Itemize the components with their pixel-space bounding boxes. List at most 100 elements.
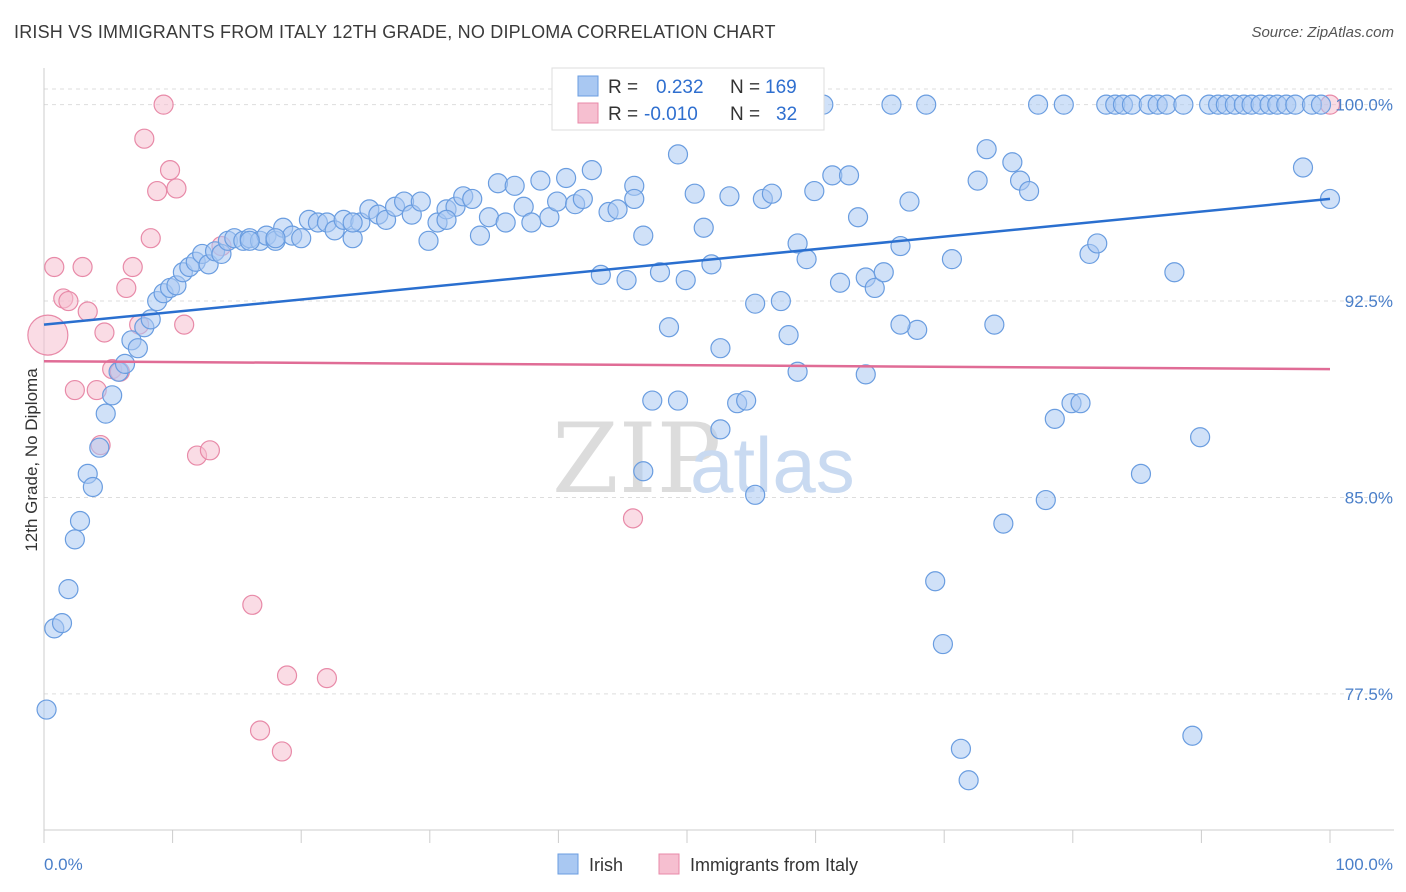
irish-point-100 bbox=[829, 272, 851, 293]
irish-point-71 bbox=[581, 160, 602, 181]
irish-point-51 bbox=[410, 191, 431, 212]
irish-point-90 bbox=[745, 293, 766, 314]
trend-layer bbox=[43, 197, 1331, 371]
irish-point-114 bbox=[950, 738, 972, 759]
legend-r-value-italy: -0.010 bbox=[644, 104, 698, 125]
x-tick-label-1: 100.0% bbox=[1335, 855, 1393, 874]
italy-point-25 bbox=[242, 594, 263, 615]
legend-r-label-italy: R = bbox=[608, 104, 638, 125]
italy-point-29 bbox=[316, 668, 338, 689]
irish-point-64 bbox=[521, 212, 542, 233]
italy-point-5 bbox=[72, 256, 93, 278]
irish-point-139 bbox=[1164, 262, 1185, 283]
irish-point-96 bbox=[796, 249, 817, 270]
irish-point-124 bbox=[1035, 489, 1056, 511]
irish-point-162 bbox=[436, 209, 457, 230]
legend-n-label-italy: N = bbox=[730, 104, 760, 125]
italy-point-12 bbox=[116, 277, 137, 299]
italy-point-3 bbox=[58, 290, 79, 312]
irish-point-126 bbox=[1053, 94, 1074, 115]
irish-point-67 bbox=[547, 191, 568, 212]
irish-point-111 bbox=[925, 571, 946, 592]
chart-source: Source: ZipAtlas.com bbox=[1251, 24, 1394, 41]
irish-point-106 bbox=[881, 94, 902, 115]
irish-point-119 bbox=[993, 513, 1014, 534]
irish-point-75 bbox=[616, 270, 637, 291]
irish-point-59 bbox=[478, 207, 500, 228]
legend-n-value-irish: 169 bbox=[765, 77, 797, 98]
irish-point-79 bbox=[649, 262, 671, 283]
irish-point-116 bbox=[967, 170, 988, 191]
irish-point-57 bbox=[462, 188, 483, 210]
italy-point-21 bbox=[174, 314, 195, 335]
italy-point-23 bbox=[199, 440, 220, 461]
irish-point-140 bbox=[1173, 94, 1194, 115]
irish-point-87 bbox=[719, 186, 740, 207]
legend-swatch-italy bbox=[577, 102, 599, 124]
irish-point-78 bbox=[642, 390, 663, 411]
legend-r-value-irish: 0.232 bbox=[656, 77, 704, 98]
irish-point-163 bbox=[710, 419, 731, 440]
italy-point-4 bbox=[64, 379, 85, 401]
irish-point-169 bbox=[667, 390, 689, 411]
bottom-legend: Irish Immigrants from Italy bbox=[557, 853, 858, 875]
irish-point-0 bbox=[36, 699, 57, 720]
trendline-italy bbox=[43, 360, 1331, 371]
irish-point-10 bbox=[102, 385, 123, 406]
irish-point-89 bbox=[736, 390, 757, 411]
italy-point-19 bbox=[159, 160, 181, 181]
irish-point-168 bbox=[633, 461, 654, 482]
irish-point-97 bbox=[804, 180, 825, 202]
irish-point-62 bbox=[504, 175, 525, 196]
irish-point-130 bbox=[1087, 233, 1108, 254]
y-tick-label-0: 100.0% bbox=[1335, 96, 1393, 115]
y-tick-label-1: 92.5% bbox=[1345, 292, 1393, 311]
italy-point-17 bbox=[147, 180, 168, 202]
irish-point-123 bbox=[1027, 94, 1049, 115]
irish-point-101 bbox=[838, 165, 860, 186]
irish-point-104 bbox=[864, 277, 885, 299]
irish-point-159 bbox=[265, 228, 286, 249]
legend-n-label-irish: N = bbox=[730, 77, 760, 98]
irish-point-113 bbox=[941, 249, 963, 270]
irish-point-95 bbox=[787, 233, 808, 254]
irish-point-142 bbox=[1190, 427, 1211, 448]
irish-point-65 bbox=[530, 170, 551, 191]
irish-point-125 bbox=[1044, 408, 1065, 429]
irish-point-141 bbox=[1182, 725, 1203, 746]
italy-point-0 bbox=[27, 314, 69, 356]
irish-point-84 bbox=[693, 217, 714, 238]
legend-swatch-irish bbox=[577, 75, 599, 97]
bottom-legend-label-irish: Irish bbox=[589, 855, 623, 875]
irish-point-161 bbox=[239, 230, 260, 251]
italy-point-9 bbox=[94, 322, 115, 343]
irish-point-7 bbox=[82, 476, 103, 498]
irish-point-60 bbox=[487, 173, 509, 194]
irish-point-166 bbox=[890, 314, 911, 335]
x-tick-label-0: 0.0% bbox=[44, 855, 83, 874]
bottom-legend-swatch-italy bbox=[658, 853, 680, 875]
legend-r-label-irish: R = bbox=[608, 77, 638, 98]
irish-point-117 bbox=[976, 139, 997, 160]
irish-point-2 bbox=[51, 613, 73, 634]
irish-point-93 bbox=[770, 290, 791, 312]
irish-point-118 bbox=[984, 314, 1005, 335]
italy-point-28 bbox=[276, 665, 298, 686]
y-tick-label-2: 85.0% bbox=[1345, 488, 1393, 507]
irish-point-9 bbox=[95, 403, 116, 424]
italy-point-26 bbox=[249, 720, 271, 741]
y-axis-label: 12th Grade, No Diploma bbox=[22, 368, 41, 552]
irish-point-94 bbox=[778, 324, 799, 346]
irish-point-112 bbox=[932, 633, 954, 655]
irish-point-109 bbox=[907, 319, 928, 340]
watermark: ZIP atlas bbox=[552, 403, 855, 515]
irish-point-167 bbox=[745, 484, 766, 505]
stats-legend: R = 0.232 N = 169 R = -0.010 N = 32 bbox=[551, 67, 825, 131]
irish-point-102 bbox=[847, 207, 869, 228]
irish-point-92 bbox=[761, 183, 782, 204]
irish-point-105 bbox=[873, 262, 894, 283]
irish-point-58 bbox=[469, 225, 491, 246]
irish-point-77 bbox=[633, 225, 654, 246]
irish-point-74 bbox=[607, 199, 628, 220]
irish-point-80 bbox=[658, 317, 680, 338]
